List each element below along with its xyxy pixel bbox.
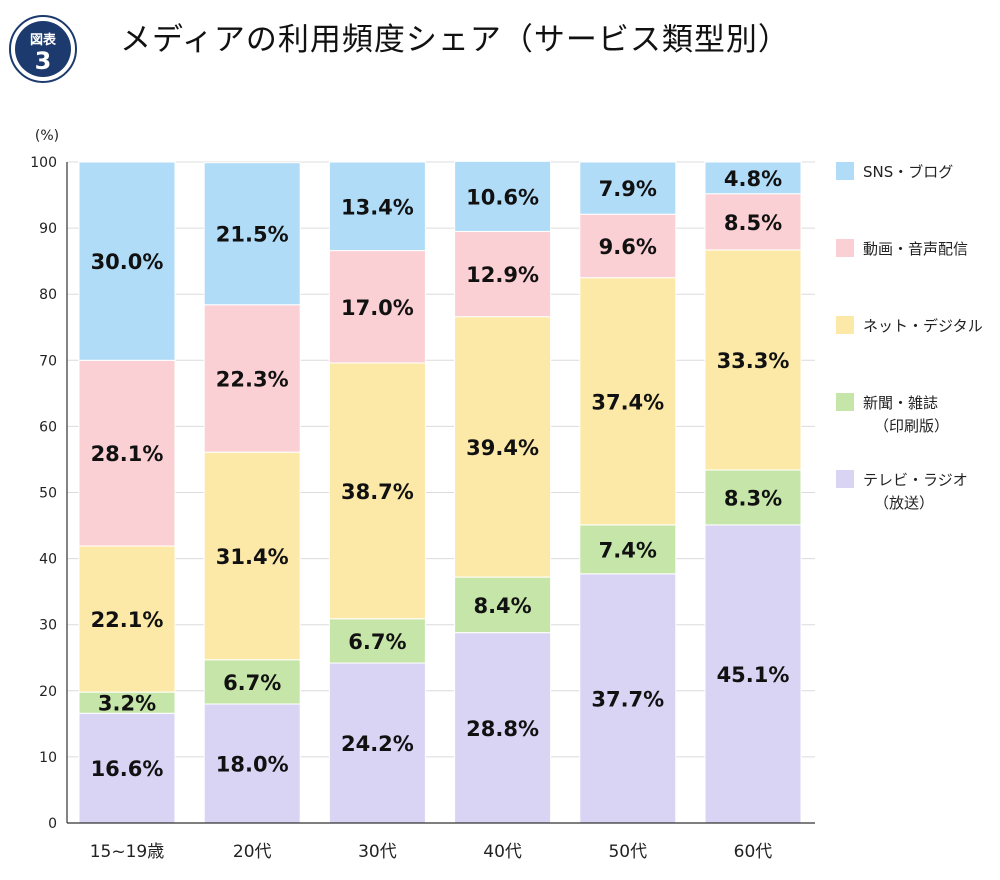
legend-label-4-0: SNS・ブログ (863, 163, 953, 181)
bar-segment-5-2 (704, 249, 802, 471)
data-label-3-1: 8.4% (473, 594, 531, 618)
bar-segment-4-4 (579, 161, 677, 215)
legend-label-0-1: （放送） (874, 494, 934, 512)
data-label-2-2: 38.7% (341, 480, 414, 504)
bar-segment-5-1 (704, 469, 802, 526)
bar-segment-4-0 (579, 573, 677, 824)
data-label-3-2: 39.4% (466, 436, 539, 460)
bar-segment-2-0 (328, 662, 426, 824)
data-label-0-4: 30.0% (91, 250, 164, 274)
legend-label-2-0: ネット・デジタル (863, 317, 983, 335)
data-label-2-1: 6.7% (348, 630, 406, 654)
legend-label-1-1: （印刷版） (874, 417, 949, 435)
x-tick-label-5: 60代 (734, 842, 773, 862)
x-tick-label-2: 30代 (358, 842, 397, 862)
data-label-4-4: 7.9% (599, 177, 657, 201)
data-label-0-1: 3.2% (98, 692, 156, 716)
bar-segment-1-2 (203, 451, 301, 661)
data-label-4-3: 9.6% (599, 235, 657, 259)
data-label-5-4: 4.8% (724, 167, 782, 191)
y-tick-label-90: 90 (39, 221, 57, 237)
bar-segment-2-1 (328, 618, 426, 664)
bar-segment-5-0 (704, 524, 802, 824)
data-label-3-0: 28.8% (466, 717, 539, 741)
data-label-5-2: 33.3% (717, 349, 790, 373)
bar-segment-0-4 (78, 161, 176, 361)
x-tick-label-4: 50代 (608, 842, 647, 862)
data-label-0-2: 22.1% (91, 608, 164, 632)
bar-segment-3-1 (454, 576, 552, 634)
legend-swatch-2 (836, 316, 854, 334)
bar-segment-2-3 (328, 250, 426, 364)
bar-segment-3-4 (454, 160, 552, 232)
data-label-5-1: 8.3% (724, 486, 782, 510)
legend-label-3-0: 動画・音声配信 (863, 240, 968, 258)
data-label-0-3: 28.1% (91, 442, 164, 466)
legend-label-0-0: テレビ・ラジオ (863, 471, 968, 489)
bar-segment-5-3 (704, 193, 802, 251)
bar-segment-2-4 (328, 161, 426, 252)
bar-segment-4-3 (579, 213, 677, 279)
bar-segment-1-1 (203, 659, 301, 705)
y-tick-label-80: 80 (39, 287, 57, 303)
data-label-3-3: 12.9% (466, 263, 539, 287)
chart-title: メディアの利用頻度シェア（サービス類型別） (120, 22, 790, 58)
x-tick-label-3: 40代 (483, 842, 522, 862)
data-label-3-4: 10.6% (466, 185, 539, 209)
bar-segment-4-1 (579, 524, 677, 575)
y-tick-label-10: 10 (39, 750, 57, 766)
legend-swatch-3 (836, 239, 854, 257)
data-label-4-1: 7.4% (599, 538, 657, 562)
y-tick-label-60: 60 (39, 419, 57, 435)
bar-segment-5-4 (704, 161, 802, 195)
data-label-2-4: 13.4% (341, 195, 414, 219)
legend-swatch-0 (836, 470, 854, 488)
bar-segment-4-2 (579, 277, 677, 526)
bar-segment-3-3 (454, 230, 552, 318)
data-label-4-0: 37.7% (591, 687, 664, 711)
data-label-5-3: 8.5% (724, 211, 782, 235)
y-tick-label-30: 30 (39, 618, 57, 634)
bar-segment-2-2 (328, 362, 426, 620)
bar-segment-3-2 (454, 316, 552, 578)
figure-number-badge: 図表 3 (9, 15, 77, 83)
bar-segment-0-0 (78, 712, 176, 824)
bar-segment-1-4 (203, 162, 301, 306)
badge-label: 図表 (30, 32, 57, 48)
bar-segment-3-0 (454, 632, 552, 824)
legend-swatch-4 (836, 162, 854, 180)
y-tick-label-70: 70 (39, 353, 57, 369)
data-label-1-3: 22.3% (216, 367, 289, 391)
y-tick-label-20: 20 (39, 684, 57, 700)
x-tick-label-1: 20代 (233, 842, 272, 862)
data-label-5-0: 45.1% (717, 663, 790, 687)
bar-segment-1-3 (203, 304, 301, 453)
bar-segment-0-3 (78, 359, 176, 547)
x-tick-label-0: 15~19歳 (90, 842, 165, 862)
data-label-2-0: 24.2% (341, 732, 414, 756)
y-tick-label-50: 50 (39, 486, 57, 502)
data-label-1-4: 21.5% (216, 223, 289, 247)
legend-swatch-1 (836, 393, 854, 411)
data-label-0-0: 16.6% (91, 757, 164, 781)
data-label-1-2: 31.4% (216, 545, 289, 569)
y-tick-label-40: 40 (39, 552, 57, 568)
data-label-1-1: 6.7% (223, 671, 281, 695)
bar-segment-1-0 (203, 703, 301, 824)
y-tick-label-0: 0 (48, 816, 57, 832)
data-label-1-0: 18.0% (216, 753, 289, 777)
legend-label-1-0: 新聞・雑誌 (863, 394, 938, 412)
y-axis-unit-label: (%) (35, 128, 59, 144)
data-label-4-2: 37.4% (591, 390, 664, 414)
badge-number: 3 (35, 47, 52, 75)
y-tick-label-100: 100 (30, 155, 57, 171)
data-label-2-3: 17.0% (341, 296, 414, 320)
